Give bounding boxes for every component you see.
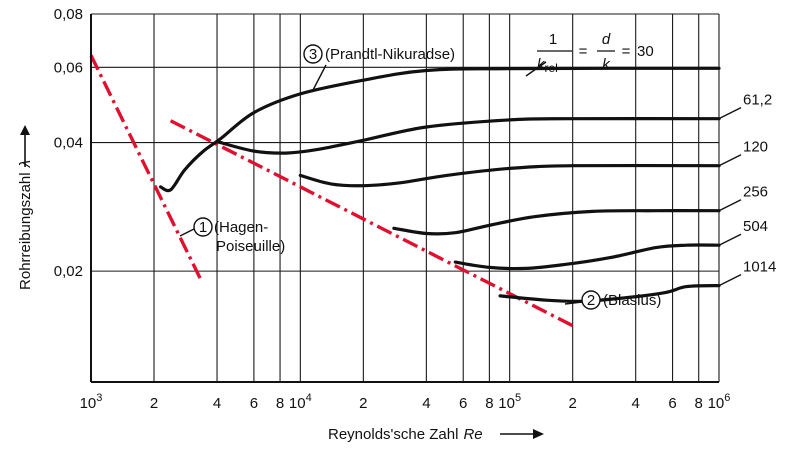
reference-lines xyxy=(89,54,574,328)
svg-text:(Prandtl-Nikuradse): (Prandtl-Nikuradse) xyxy=(325,46,455,63)
svg-text:30: 30 xyxy=(637,43,654,60)
reference-line-hagen-poiseuille xyxy=(89,54,204,284)
svg-text:=: = xyxy=(579,43,588,60)
series-label: 256 xyxy=(743,184,768,201)
svg-text:=: = xyxy=(622,43,631,60)
x-tick-label: 8 xyxy=(695,395,703,412)
series-label-leader xyxy=(718,107,742,120)
series-label-leader xyxy=(718,154,742,167)
x-tick-label: 2 xyxy=(359,395,367,412)
axes xyxy=(90,14,719,383)
x-tick-label: 6 xyxy=(459,395,467,412)
svg-text:(Blasius): (Blasius) xyxy=(603,292,661,309)
blasius-annotation: 2 (Blasius) xyxy=(564,290,661,310)
y-axis-label: Rohrreibungszahlλ xyxy=(17,125,34,290)
svg-text:d: d xyxy=(602,31,611,48)
series-label-leader xyxy=(718,199,742,212)
x-tick-label: 4 xyxy=(422,395,430,412)
series-label-leader xyxy=(718,233,742,246)
series-label: 504 xyxy=(743,218,768,235)
series-line-1014 xyxy=(498,284,721,303)
svg-text:3: 3 xyxy=(309,46,317,63)
prandtl-annotation: 3 (Prandtl-Nikuradse) xyxy=(303,44,455,93)
series-label-leader xyxy=(718,273,742,287)
curves: 61,2 120 256 504 1014 xyxy=(159,66,776,303)
x-tick-label: 105 xyxy=(498,392,521,412)
series-label: 61,2 xyxy=(743,92,772,109)
tick-labels: 103 2 4 6 8 104 2 4 6 8 105 2 4 6 8 106 0,02 0,04 0,06 0,08 xyxy=(54,6,731,412)
svg-text:Poiseuille): Poiseuille) xyxy=(216,238,285,255)
series-line-61-2 xyxy=(215,117,721,155)
reference-line-blasius xyxy=(169,119,574,328)
svg-text:2: 2 xyxy=(587,292,595,309)
x-tick-label: 103 xyxy=(80,392,103,412)
svg-text:Rohrreibungszahlλ: Rohrreibungszahlλ xyxy=(17,160,34,290)
svg-text:1: 1 xyxy=(199,219,207,236)
x-tick-label: 104 xyxy=(289,392,312,412)
series-line-504 xyxy=(453,243,721,271)
x-axis-label: Reynolds'sche Zahl Re xyxy=(328,426,544,443)
x-tick-label: 2 xyxy=(569,395,577,412)
grid xyxy=(90,13,720,382)
svg-text:(Hagen-: (Hagen- xyxy=(214,219,268,236)
series-line-30 xyxy=(159,66,721,193)
relative-roughness-equation: 1 krel = d k = 30 xyxy=(525,31,654,77)
series-label: 1014 xyxy=(743,259,776,276)
y-tick-label: 0,02 xyxy=(54,263,83,280)
x-tick-label: 4 xyxy=(213,395,221,412)
x-tick-label: 6 xyxy=(250,395,258,412)
series-label: 120 xyxy=(743,139,768,156)
series-line-256 xyxy=(392,209,721,236)
svg-text:1: 1 xyxy=(549,31,557,48)
x-tick-label: 8 xyxy=(485,395,493,412)
x-tick-label: 2 xyxy=(150,395,158,412)
y-tick-label: 0,04 xyxy=(54,135,83,152)
x-tick-label: 106 xyxy=(708,392,731,412)
svg-text:k: k xyxy=(602,56,611,73)
y-tick-label: 0,06 xyxy=(54,59,83,76)
x-tick-label: 8 xyxy=(276,395,284,412)
y-tick-label: 0,08 xyxy=(54,6,83,23)
series-line-120 xyxy=(298,163,721,188)
hagen-poiseuille-annotation: 1 (Hagen- Poiseuille) xyxy=(179,217,285,255)
x-tick-label: 6 xyxy=(668,395,676,412)
x-tick-label: 4 xyxy=(632,395,640,412)
